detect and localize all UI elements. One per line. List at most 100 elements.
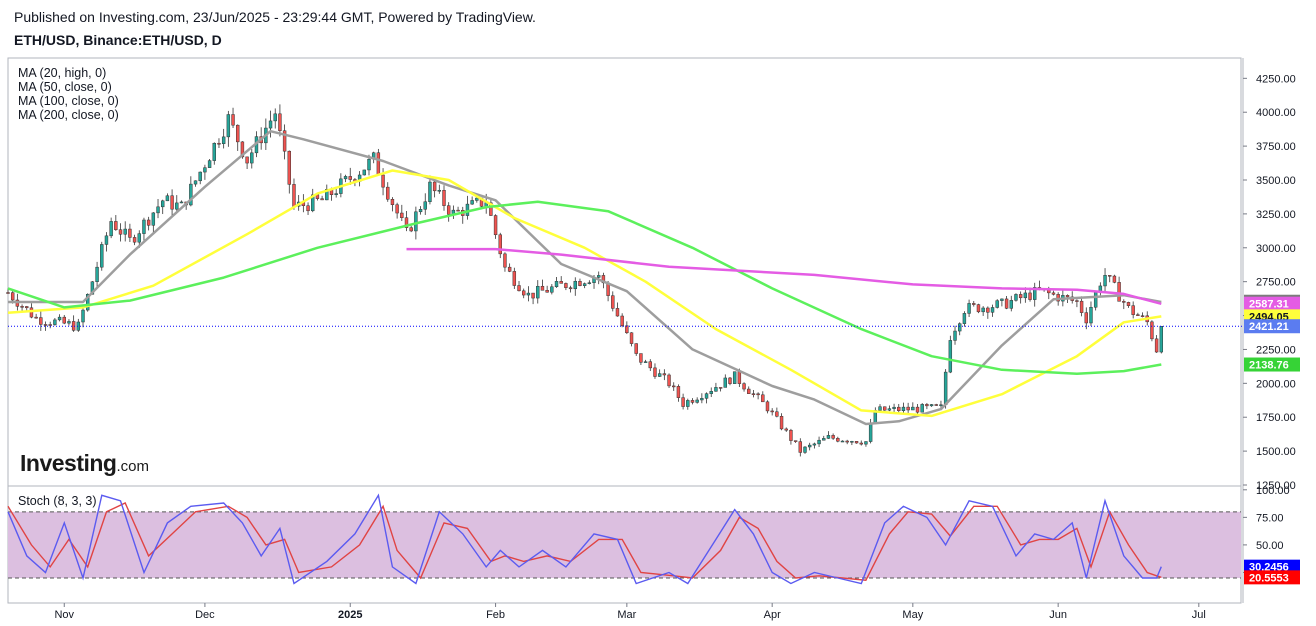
candle-body xyxy=(812,443,817,446)
candle-body xyxy=(1065,295,1070,298)
candle-body xyxy=(1000,298,1004,301)
candle-body xyxy=(704,393,709,399)
candle-body xyxy=(629,332,634,344)
candle-body xyxy=(1023,292,1028,299)
time-axis-label: Dec xyxy=(195,609,215,621)
candle-body xyxy=(109,221,113,237)
candle-body xyxy=(582,283,587,286)
ma-legend-item-20: MA (20, high, 0) xyxy=(18,66,107,80)
candle-body xyxy=(273,113,277,122)
candle-body xyxy=(320,198,324,201)
candle-body xyxy=(165,195,170,202)
stoch-title: Stoch (8, 3, 3) xyxy=(18,494,97,508)
candle-body xyxy=(437,189,442,192)
candle-body xyxy=(512,271,517,286)
candle-body xyxy=(278,113,282,131)
candle-body xyxy=(390,198,395,205)
candle-body xyxy=(1075,300,1079,302)
time-axis-label: Mar xyxy=(617,609,636,621)
price-axis-label: 4000.00 xyxy=(1256,107,1296,119)
candle-body xyxy=(10,292,15,301)
candle-body xyxy=(189,183,193,206)
candle-body xyxy=(676,386,681,398)
ma-line-50 xyxy=(7,169,1162,418)
candle-body xyxy=(446,205,451,215)
candle-body xyxy=(465,203,470,216)
price-marker-box xyxy=(1244,296,1300,311)
candle-body xyxy=(1154,338,1159,353)
candle-body xyxy=(643,361,648,363)
candle-body xyxy=(404,217,409,228)
candle-body xyxy=(911,406,915,411)
candle-body xyxy=(536,285,540,299)
candle-body xyxy=(475,197,479,201)
candle-body xyxy=(597,275,601,278)
candle-body xyxy=(967,303,971,314)
candle-body xyxy=(568,287,573,290)
candle-body xyxy=(207,160,212,168)
candle-body xyxy=(892,406,896,409)
ma-line-20 xyxy=(8,129,1162,426)
candle-body xyxy=(737,371,742,384)
candle-body xyxy=(362,169,367,176)
candle-body xyxy=(817,439,821,445)
candle-body xyxy=(976,304,981,313)
candle-body xyxy=(756,393,760,396)
candle-body xyxy=(657,373,662,377)
candle-body xyxy=(672,385,676,388)
candle-body xyxy=(653,367,657,377)
logo-brand: Investing xyxy=(20,450,117,476)
candle-body xyxy=(887,408,892,411)
candle-body xyxy=(282,130,287,152)
candle-body xyxy=(236,124,240,143)
candle-body xyxy=(334,193,338,195)
candle-body xyxy=(939,404,943,407)
candle-body xyxy=(836,438,840,442)
candle-body xyxy=(990,307,995,313)
candle-body xyxy=(882,406,887,411)
candle-body xyxy=(67,321,71,324)
candle-body xyxy=(611,295,615,309)
candle-body xyxy=(493,215,498,236)
ma-legend-item-50: MA (50, close, 0) xyxy=(18,80,112,94)
candle-body xyxy=(897,406,901,411)
candle-body xyxy=(540,285,545,291)
candle-body xyxy=(20,306,24,308)
candle-body xyxy=(1103,275,1107,287)
stoch-axis-label: 100.00 xyxy=(1256,485,1290,497)
price-axis-label: 2250.00 xyxy=(1256,344,1296,356)
ma-legend: MA (20, high, 0) MA (50, close, 0) MA (1… xyxy=(18,66,119,122)
time-axis-label: Jun xyxy=(1049,609,1067,621)
price-marker-label: 2138.76 xyxy=(1249,360,1289,372)
candle-body xyxy=(761,394,765,403)
candle-body xyxy=(179,201,184,204)
candle-body xyxy=(948,340,953,373)
candle-body xyxy=(526,292,531,296)
candle-body xyxy=(95,266,99,282)
stoch-value-label: 20.5553 xyxy=(1249,572,1289,584)
candle-body xyxy=(118,229,123,235)
candle-body xyxy=(615,308,620,317)
candle-body xyxy=(1028,292,1032,300)
candle-body xyxy=(409,227,413,232)
candle-body xyxy=(770,410,774,413)
candle-body xyxy=(709,391,713,394)
candle-body xyxy=(1122,301,1126,303)
candle-body xyxy=(742,383,746,390)
candle-body xyxy=(268,120,273,129)
candle-body xyxy=(620,315,624,327)
price-axis-label: 2000.00 xyxy=(1256,378,1296,390)
candle-body xyxy=(418,209,423,213)
candle-body xyxy=(414,211,418,232)
ma-line-100 xyxy=(7,200,1162,376)
candle-body xyxy=(325,189,329,201)
candle-body xyxy=(840,440,845,443)
stoch-k-line xyxy=(7,493,1162,585)
investing-logo: Investing.com xyxy=(20,450,149,477)
candle-body xyxy=(287,150,291,185)
candle-body xyxy=(920,404,924,413)
candle-body xyxy=(39,317,43,325)
candle-body xyxy=(986,307,990,313)
candle-body xyxy=(859,442,863,445)
